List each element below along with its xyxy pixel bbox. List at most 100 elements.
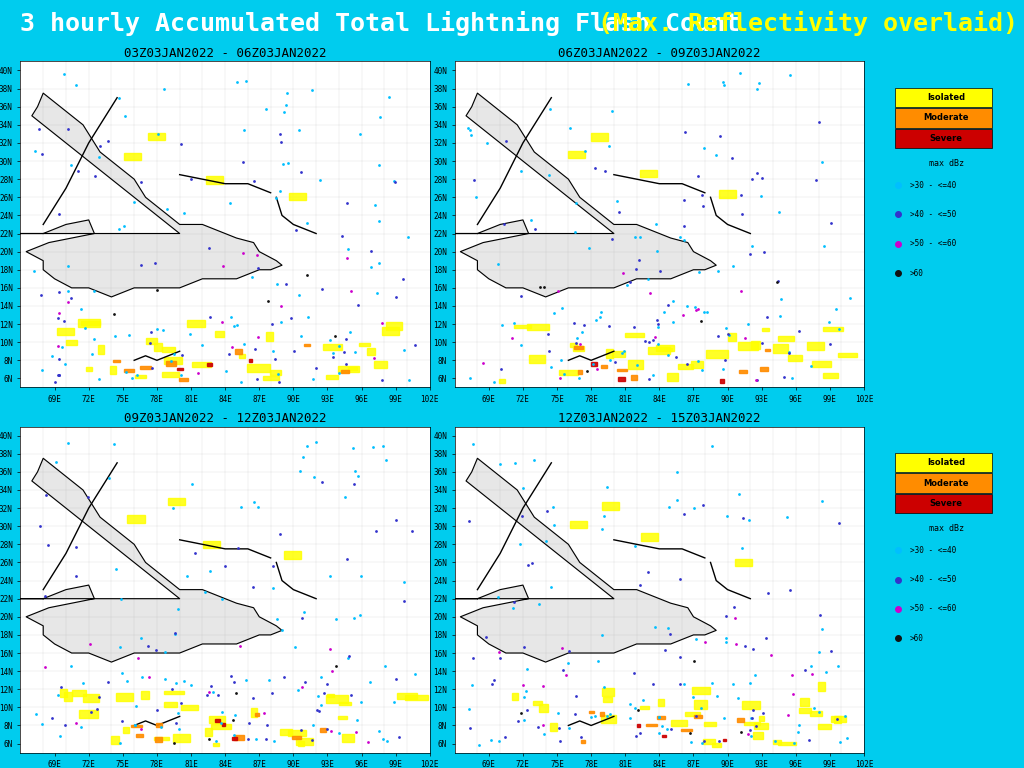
Point bbox=[541, 345, 557, 357]
Bar bbox=[810, 711, 821, 716]
Point bbox=[294, 611, 310, 624]
Point bbox=[227, 709, 244, 721]
Point bbox=[552, 372, 568, 384]
Point bbox=[60, 123, 77, 135]
Bar bbox=[110, 366, 117, 374]
Point bbox=[239, 74, 255, 87]
Point bbox=[225, 320, 242, 333]
Point bbox=[50, 306, 67, 319]
Point bbox=[133, 259, 150, 271]
Point bbox=[156, 83, 172, 95]
Point bbox=[641, 336, 657, 348]
Point bbox=[352, 128, 369, 141]
Point bbox=[218, 365, 234, 377]
Point bbox=[542, 102, 558, 114]
Point bbox=[59, 437, 76, 449]
Point bbox=[268, 278, 285, 290]
Point bbox=[546, 306, 562, 319]
Point bbox=[328, 612, 344, 624]
Point bbox=[56, 315, 73, 327]
Point bbox=[690, 303, 707, 315]
Point bbox=[311, 705, 328, 717]
Point bbox=[386, 696, 402, 708]
Point bbox=[272, 528, 289, 540]
Point bbox=[369, 287, 385, 300]
Bar bbox=[288, 730, 306, 737]
Point bbox=[183, 174, 200, 186]
Point bbox=[772, 293, 788, 306]
Point bbox=[797, 664, 813, 676]
Point bbox=[264, 687, 281, 699]
Point bbox=[754, 190, 770, 202]
Point bbox=[101, 472, 118, 484]
Bar bbox=[591, 134, 608, 141]
Bar bbox=[765, 349, 770, 351]
Point bbox=[159, 203, 175, 215]
Point bbox=[170, 604, 186, 616]
Point bbox=[328, 660, 344, 672]
Point bbox=[236, 124, 252, 136]
Point bbox=[38, 489, 54, 502]
Point bbox=[86, 285, 102, 297]
Point bbox=[651, 711, 668, 723]
Point bbox=[279, 87, 295, 99]
Point bbox=[215, 260, 231, 272]
Point bbox=[768, 276, 784, 289]
Point bbox=[463, 129, 479, 141]
Bar bbox=[616, 369, 627, 371]
Point bbox=[557, 669, 573, 681]
Bar bbox=[641, 534, 658, 541]
Point bbox=[290, 684, 306, 696]
Title: 06Z03JAN2022 - 09Z03JAN2022: 06Z03JAN2022 - 09Z03JAN2022 bbox=[558, 48, 761, 60]
Point bbox=[267, 192, 284, 204]
Point bbox=[51, 286, 68, 298]
Bar bbox=[720, 379, 724, 382]
Point bbox=[715, 75, 731, 88]
Point bbox=[190, 366, 207, 379]
Point bbox=[407, 339, 423, 351]
Point bbox=[73, 720, 89, 733]
Point bbox=[626, 320, 642, 333]
Point bbox=[780, 346, 797, 359]
Point bbox=[407, 668, 423, 680]
Bar bbox=[342, 733, 354, 742]
Title: 12Z03JAN2022 - 15Z03JAN2022: 12Z03JAN2022 - 15Z03JAN2022 bbox=[558, 412, 761, 425]
Point bbox=[755, 171, 771, 184]
Point bbox=[696, 306, 713, 319]
Point bbox=[733, 285, 750, 297]
Point bbox=[236, 338, 252, 350]
Point bbox=[717, 353, 733, 366]
Point bbox=[660, 300, 677, 312]
Point bbox=[647, 331, 664, 343]
Point bbox=[367, 199, 383, 211]
Point bbox=[386, 175, 402, 187]
Point bbox=[536, 719, 552, 731]
Point bbox=[232, 376, 249, 388]
Point bbox=[40, 539, 56, 551]
Point bbox=[696, 734, 713, 746]
Point bbox=[246, 496, 262, 508]
Bar bbox=[179, 378, 187, 382]
Point bbox=[34, 363, 50, 376]
Point bbox=[530, 721, 547, 733]
Point bbox=[779, 710, 796, 722]
Point bbox=[658, 723, 675, 736]
Bar bbox=[762, 329, 769, 332]
Bar bbox=[285, 551, 301, 558]
Point bbox=[157, 646, 173, 658]
Point bbox=[216, 560, 232, 572]
Point bbox=[494, 362, 510, 375]
Bar bbox=[648, 347, 670, 354]
Bar bbox=[97, 346, 103, 354]
Point bbox=[179, 570, 196, 582]
Point bbox=[579, 365, 595, 377]
Bar bbox=[601, 365, 607, 368]
Point bbox=[498, 135, 514, 147]
Bar bbox=[591, 362, 597, 366]
Point bbox=[718, 631, 734, 644]
Bar bbox=[66, 339, 77, 346]
FancyBboxPatch shape bbox=[895, 452, 992, 472]
Point bbox=[632, 727, 648, 740]
Polygon shape bbox=[9, 458, 282, 662]
Point bbox=[462, 124, 478, 136]
